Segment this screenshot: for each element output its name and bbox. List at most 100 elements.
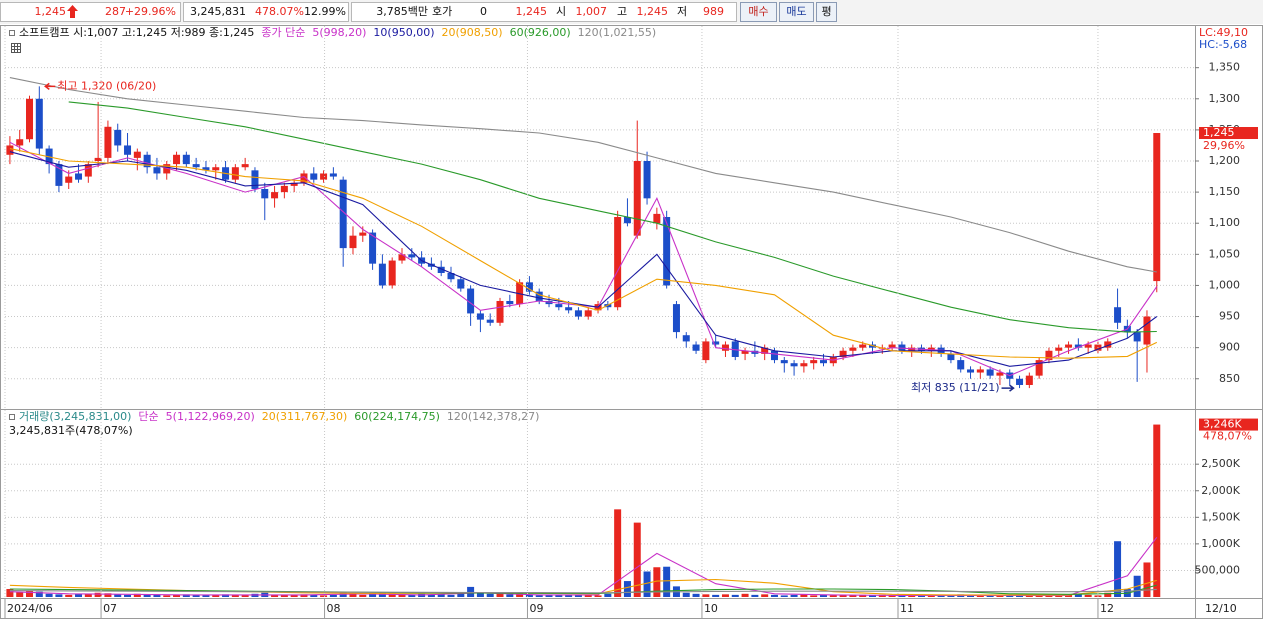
volume-bar (525, 594, 533, 597)
volume-bar (16, 592, 24, 597)
annotation-arrow (1001, 384, 1015, 392)
volume-bar (751, 594, 759, 597)
candle-body (986, 369, 994, 376)
volume-bar (545, 594, 553, 597)
candle-body (790, 363, 798, 367)
legend-entry: 5(998,20) (312, 26, 366, 39)
legend-prefix: 단순 (138, 410, 158, 423)
candle-body (996, 372, 1004, 376)
legend-icon (9, 30, 15, 36)
candle-body (712, 341, 720, 345)
legend-entry: 20(908,50) (442, 26, 503, 39)
avg-button-label[interactable]: 평 (821, 5, 831, 18)
candle-body (1143, 316, 1151, 345)
candle-body (682, 335, 690, 342)
table-icon (11, 43, 21, 53)
volume-bar (976, 595, 984, 597)
y-tick-label: 1,150 (1209, 185, 1241, 198)
price-change-pct: +29.96% (125, 5, 176, 18)
avg-button[interactable] (816, 2, 837, 22)
volume-bar (1114, 541, 1122, 597)
candle-body (957, 360, 965, 370)
y-tick-label: 1,500K (1201, 510, 1240, 523)
candle-body (643, 161, 651, 199)
candle-body (1035, 360, 1043, 376)
volume-bar (1074, 594, 1082, 597)
volume-bar (1104, 592, 1112, 597)
candle-body (133, 151, 141, 158)
volume-bar (712, 594, 720, 597)
legend-entry: 120(142,378,27) (447, 410, 540, 423)
legend-icon (9, 414, 15, 420)
last-date: 12/10 (1205, 602, 1237, 615)
volume-bar (721, 594, 729, 597)
volume-bar (369, 593, 377, 597)
candle-body (339, 179, 347, 249)
volume-bar (310, 594, 318, 597)
volume-bar (565, 594, 573, 597)
candle-body (535, 291, 543, 301)
volume-bar (94, 592, 102, 597)
volume-bar (55, 594, 63, 597)
volume-bar (104, 593, 112, 597)
volume-bar (819, 594, 827, 597)
candle-body (16, 139, 24, 146)
volume-bar (643, 571, 651, 597)
candle-body (104, 126, 112, 158)
candle-body (300, 173, 308, 183)
legend-title: 소프트캠프 시:1,007 고:1,245 저:989 종:1,245 (19, 26, 254, 39)
volume-bar (241, 595, 249, 597)
candle-body (692, 344, 700, 351)
volume-bar (574, 595, 582, 597)
volume-box (183, 2, 349, 22)
volume-bar (427, 594, 435, 597)
candle-body (476, 313, 484, 320)
candle-body (1045, 350, 1053, 361)
volume-bar (594, 595, 602, 597)
candle-body (859, 344, 867, 348)
sell-button-label[interactable]: 매도 (786, 5, 806, 18)
high-label: 고 (617, 5, 627, 18)
volume-bar (388, 593, 396, 597)
ma-line (9, 584, 1157, 595)
candle-body (967, 369, 975, 373)
buy-button[interactable] (740, 2, 777, 22)
y-tick-label: 850 (1219, 372, 1240, 385)
y-tick-label: 1,200 (1209, 154, 1241, 167)
volume-bar (133, 593, 141, 597)
volume: 3,245,831 (190, 5, 246, 18)
sell-button[interactable] (779, 2, 814, 22)
volume-bar (790, 594, 798, 597)
ma-line (9, 77, 1157, 273)
x-tick-label: 08 (327, 602, 341, 615)
candle-body (663, 217, 671, 286)
legend-entry: 10(950,00) (373, 26, 434, 39)
buy-button-label[interactable]: 매수 (748, 5, 768, 18)
volume-bar (212, 594, 220, 597)
last-price-tag (1199, 127, 1258, 140)
volume-bar (378, 592, 386, 597)
turnover: 12.99% (304, 5, 346, 18)
volume-bar (65, 594, 73, 597)
candle-body (947, 353, 955, 361)
volume-bar (476, 592, 484, 597)
y-tick-label: 500,000 (1195, 563, 1241, 576)
volume-bar (143, 594, 151, 597)
annotation: 최저 835 (11/21) (911, 381, 1000, 394)
candle-body (271, 192, 279, 199)
candle-body (398, 254, 406, 261)
candle-body (114, 129, 122, 146)
candle-body (310, 173, 318, 180)
candle-body (927, 347, 935, 351)
volume-bar (329, 594, 337, 597)
ma-line (9, 148, 1158, 359)
candle-body (574, 310, 582, 317)
volume-bar (770, 594, 778, 597)
candle-body (565, 307, 573, 311)
candle-body (1114, 307, 1122, 323)
volume-bar (202, 595, 210, 597)
annotation-arrow (44, 82, 56, 90)
up-arrow-icon (67, 5, 78, 18)
candle-body (329, 173, 337, 177)
volume-bar (320, 595, 328, 597)
